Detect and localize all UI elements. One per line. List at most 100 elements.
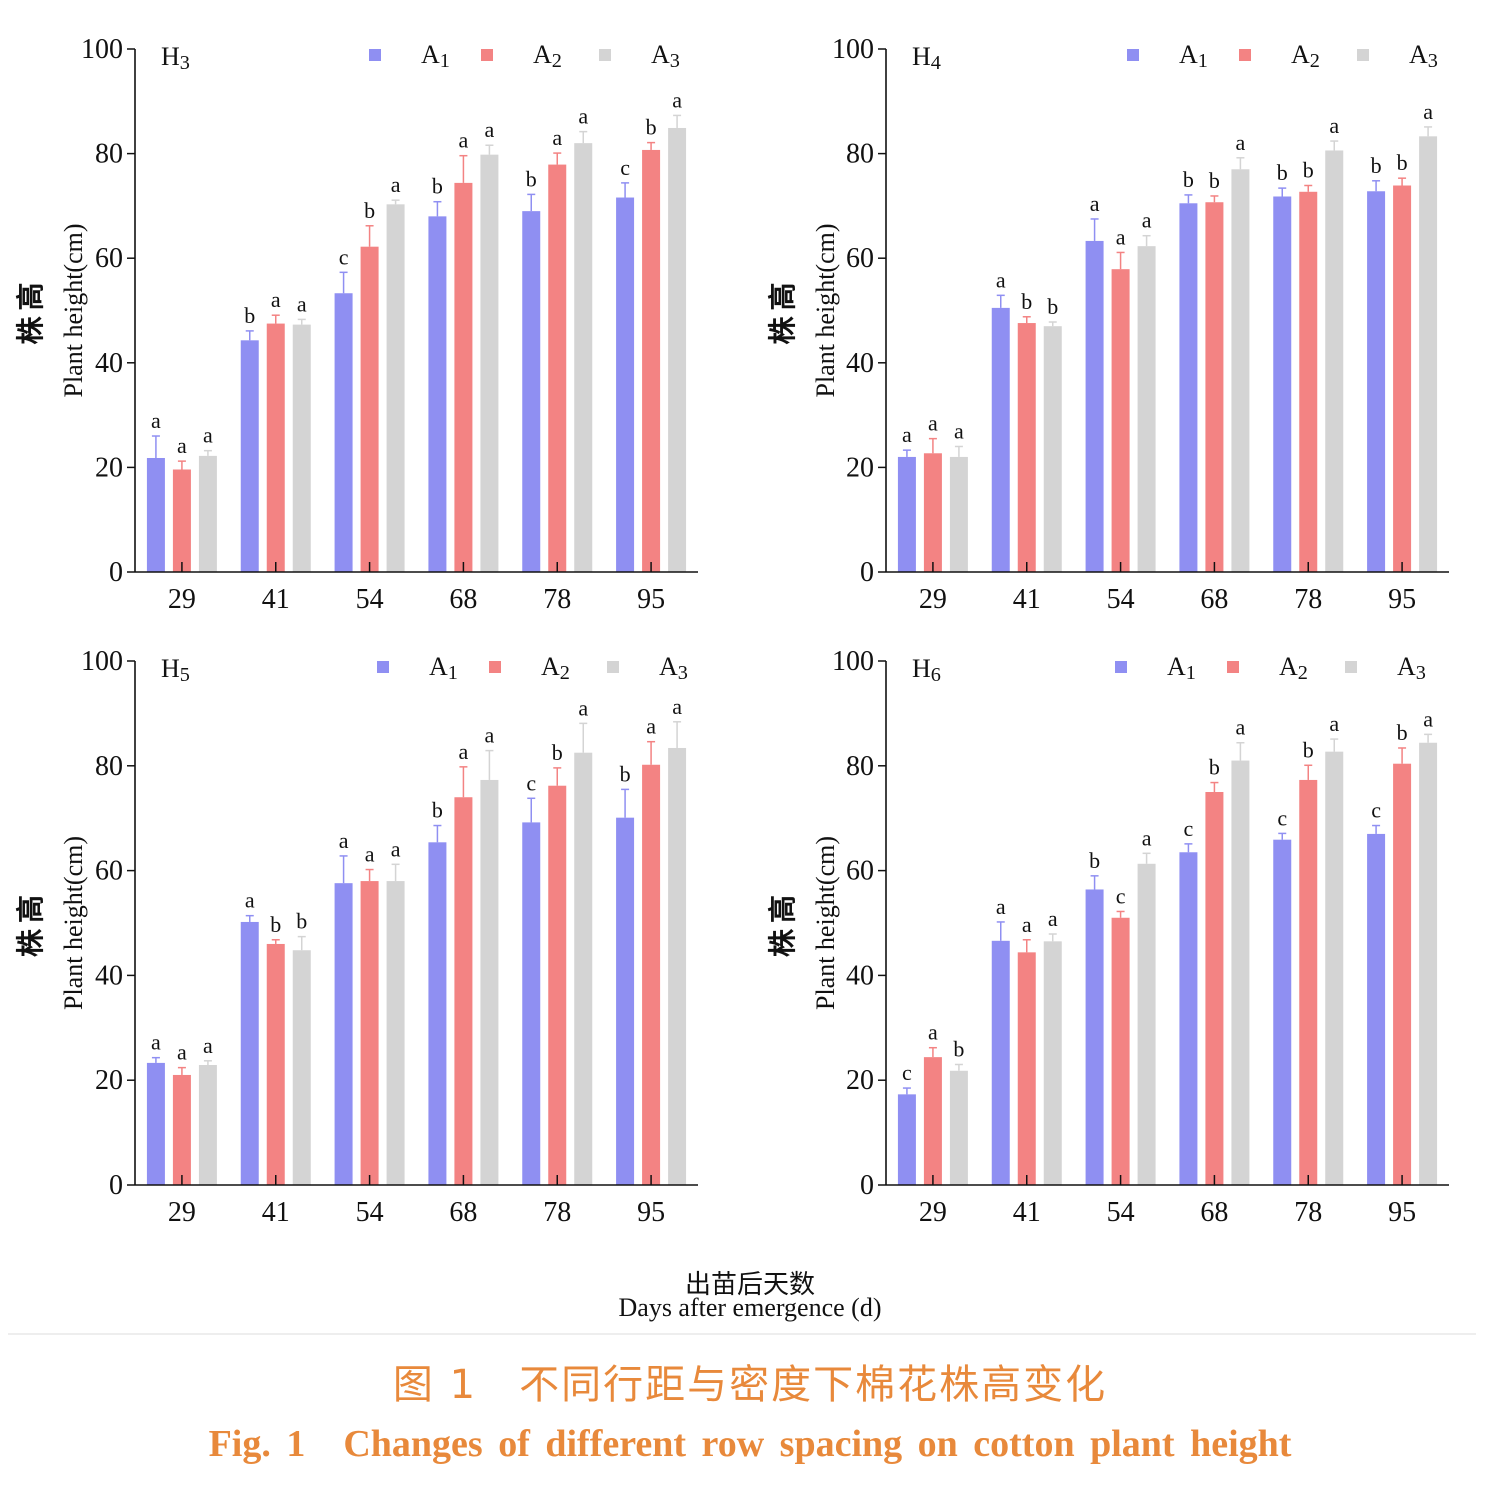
y-tick-label-80: 80 [95, 751, 123, 782]
significance-letter-a3-54: a [391, 836, 401, 861]
bar-a3-54 [1137, 863, 1156, 1185]
significance-letter-a2-54: c [1116, 883, 1126, 908]
bar-a3-95 [1419, 136, 1438, 572]
bar-a3-29 [198, 1065, 217, 1185]
significance-letter-a2-29: a [928, 411, 938, 436]
x-tick-label-29: 29 [168, 584, 196, 615]
significance-letter-a2-41: a [1022, 912, 1032, 937]
legend-label-a3: A3 [659, 652, 688, 684]
significance-letter-a1-68: c [1184, 816, 1194, 841]
significance-letter-a2-78: a [552, 125, 562, 150]
y-axis-label-en: Plant height(cm) [59, 836, 88, 1010]
x-tick-label-78: 78 [543, 1197, 571, 1228]
y-tick-label-0: 0 [109, 557, 123, 588]
significance-letter-a2-41: b [270, 912, 281, 937]
significance-letter-a3-54: a [391, 172, 401, 197]
bar-a1-68 [428, 842, 447, 1185]
bar-a2-54 [1111, 269, 1130, 572]
significance-letter-a3-68: a [485, 723, 495, 748]
panel-label: H5 [161, 654, 190, 686]
bar-a2-68 [454, 182, 473, 572]
bar-a2-95 [642, 149, 661, 572]
bar-a1-54 [1085, 240, 1104, 573]
significance-letter-a1-41: b [244, 303, 255, 328]
bar-a1-78 [1273, 839, 1292, 1185]
bar-a2-41 [266, 943, 285, 1185]
significance-letter-a3-68: a [1236, 130, 1246, 155]
bar-a3-78 [574, 752, 593, 1185]
y-tick-label-0: 0 [860, 557, 874, 588]
y-axis-label-cn: 株高 [15, 276, 47, 344]
bar-a3-95 [668, 127, 687, 573]
significance-letter-a3-54: a [1142, 208, 1152, 233]
legend-label-a2: A2 [1279, 652, 1308, 684]
significance-letter-a2-54: a [1116, 224, 1126, 249]
legend-swatch-a2 [481, 49, 493, 61]
significance-letter-a3-41: a [297, 291, 307, 316]
y-tick-label-20: 20 [846, 1065, 874, 1096]
legend-label-a2: A2 [533, 40, 562, 72]
legend-label-a2: A2 [1291, 40, 1320, 72]
x-tick-label-54: 54 [1107, 1197, 1135, 1228]
panel-label: H3 [161, 42, 190, 74]
y-tick-label-60: 60 [95, 243, 123, 274]
significance-letter-a2-68: b [1209, 755, 1220, 780]
bar-a1-68 [1179, 852, 1198, 1185]
significance-letter-a3-78: a [1329, 113, 1339, 138]
significance-letter-a3-68: a [1236, 715, 1246, 740]
y-tick-label-80: 80 [95, 139, 123, 170]
bar-a2-68 [1205, 792, 1224, 1185]
bar-a2-78 [548, 164, 567, 572]
y-tick-label-20: 20 [95, 1065, 123, 1096]
significance-letter-a3-29: a [954, 418, 964, 443]
significance-letter-a1-29: a [151, 1030, 161, 1055]
significance-letter-a1-78: b [526, 166, 537, 191]
bar-a3-54 [1137, 246, 1156, 572]
bar-a2-41 [1017, 952, 1036, 1185]
significance-letter-a3-95: a [672, 694, 682, 719]
y-axis-label-en: Plant height(cm) [811, 836, 840, 1010]
y-tick-label-40: 40 [95, 960, 123, 991]
significance-letter-a1-78: b [1277, 160, 1288, 185]
legend-label-a3: A3 [1397, 652, 1426, 684]
significance-letter-a3-95: a [672, 87, 682, 112]
bar-a3-78 [574, 143, 593, 572]
legend-swatch-a3 [1357, 49, 1369, 61]
legend-swatch-a1 [1127, 49, 1139, 61]
significance-letter-a3-95: a [1423, 706, 1433, 731]
x-tick-label-95: 95 [1388, 1197, 1416, 1228]
legend-swatch-a2 [489, 661, 501, 673]
bar-a1-68 [428, 216, 447, 573]
x-tick-label-54: 54 [356, 584, 384, 615]
significance-letter-a1-29: a [151, 408, 161, 433]
panel-label: H6 [912, 654, 941, 686]
x-tick-label-41: 41 [262, 1197, 290, 1228]
caption-divider [8, 1333, 1476, 1335]
bar-a1-95 [1367, 833, 1386, 1185]
bar-a1-29 [897, 456, 916, 572]
x-tick-label-95: 95 [1388, 584, 1416, 615]
bar-a3-41 [292, 324, 311, 572]
bar-a2-41 [266, 323, 285, 572]
significance-letter-a1-41: a [996, 894, 1006, 919]
significance-letter-a2-95: a [646, 714, 656, 739]
x-tick-label-68: 68 [449, 1197, 477, 1228]
significance-letter-a3-41: b [296, 909, 307, 934]
bar-a1-95 [616, 817, 635, 1185]
bar-a3-68 [480, 154, 499, 572]
x-tick-label-41: 41 [262, 584, 290, 615]
bar-a3-54 [386, 204, 405, 572]
significance-letter-a3-29: a [203, 1033, 213, 1058]
x-tick-label-41: 41 [1013, 584, 1041, 615]
significance-letter-a2-41: a [271, 287, 281, 312]
y-axis-label-en: Plant height(cm) [811, 223, 840, 397]
bar-a2-95 [642, 764, 661, 1185]
bar-a1-78 [522, 211, 541, 572]
legend-label-a1: A1 [1179, 40, 1208, 72]
bar-a1-68 [1179, 203, 1198, 572]
y-tick-label-80: 80 [846, 751, 874, 782]
bar-a3-54 [386, 881, 405, 1185]
